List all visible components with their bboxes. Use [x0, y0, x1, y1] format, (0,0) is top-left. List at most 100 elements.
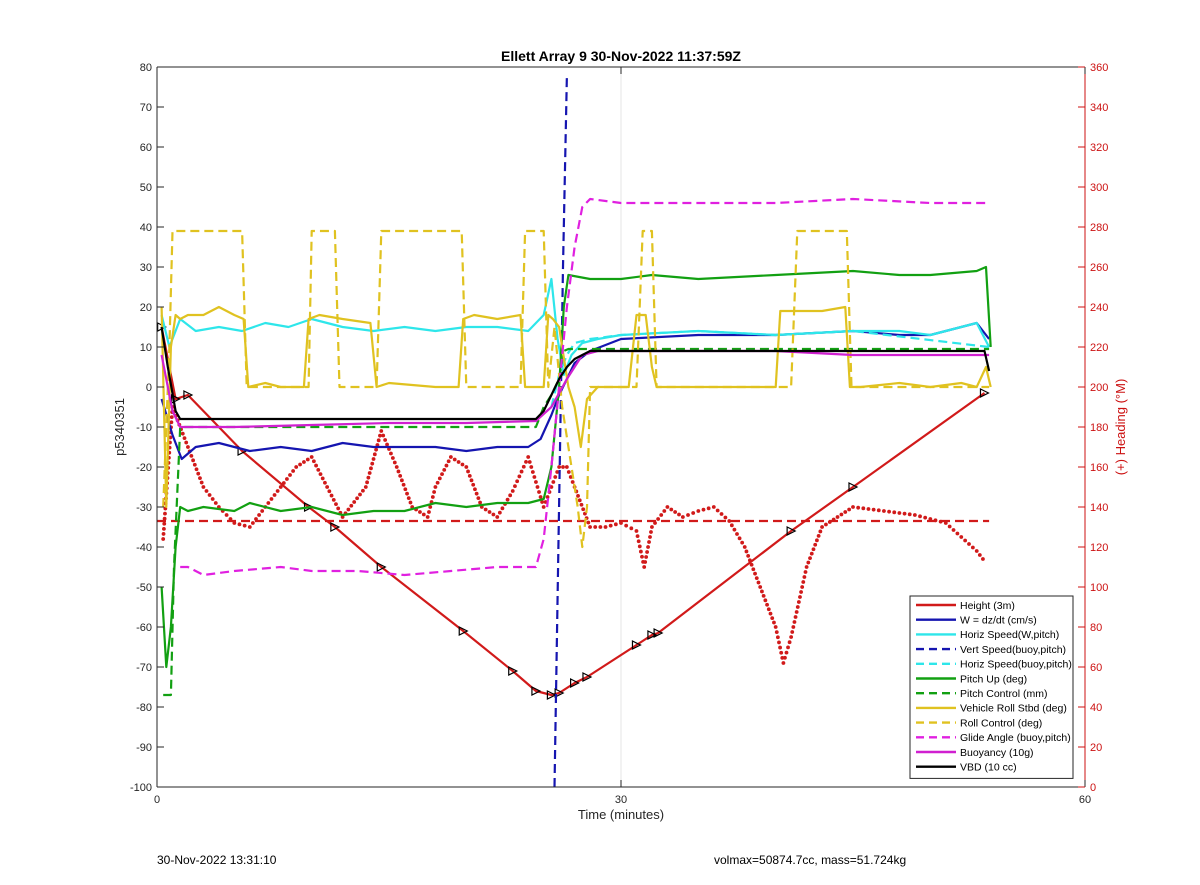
heading-dot [469, 478, 474, 483]
heading-dot [437, 476, 442, 481]
heading-dot [977, 553, 982, 557]
heading-dot [162, 521, 167, 526]
legend-label: Horiz Speed(buoy,pitch) [960, 659, 1072, 671]
height-marker [170, 394, 181, 404]
heading-dot [430, 495, 435, 499]
legend-label: Pitch Up (deg) [960, 673, 1027, 685]
heading-dot [476, 496, 481, 501]
heading-dot [804, 565, 809, 569]
series-line [550, 329, 990, 408]
heading-dot [593, 525, 598, 529]
heading-dot [390, 456, 395, 460]
heading-dot [918, 514, 922, 519]
heading-dot [394, 465, 399, 469]
heading-dot [517, 474, 522, 479]
heading-dot [385, 442, 389, 447]
heading-dot [540, 500, 545, 504]
heading-dot [871, 507, 876, 512]
heading-dot [401, 482, 406, 487]
heading-dot [189, 453, 194, 458]
heading-dot [970, 545, 975, 550]
heading-dot [444, 463, 449, 468]
heading-dot [383, 438, 388, 442]
heading-dot [809, 551, 814, 556]
series-pitch-control-mm [163, 347, 990, 697]
heading-dot [746, 553, 751, 558]
heading-dot [355, 496, 359, 501]
heading-dot [711, 505, 716, 509]
heading-dot [371, 457, 376, 461]
heading-dot [680, 515, 685, 519]
heading-dot [649, 530, 653, 534]
heading-dot [553, 475, 558, 479]
y2-tick-label: 60 [1090, 662, 1102, 674]
heading-dot [361, 488, 365, 493]
legend-label: Horiz Speed(W,pitch) [960, 629, 1059, 641]
heading-dot [561, 465, 565, 469]
heading-dot [389, 451, 393, 456]
heading-dot [207, 493, 212, 497]
heading-dot [774, 630, 779, 635]
heading-dot [266, 501, 271, 505]
series-layer [157, 74, 992, 788]
y2-tick-label: 100 [1090, 582, 1108, 594]
heading-dot [794, 610, 799, 614]
heading-dot [691, 511, 696, 515]
series-vert-speed-buoy-pitch [553, 74, 568, 788]
heading-dot [662, 509, 667, 513]
heading-dot [210, 497, 215, 501]
heading-dot [513, 484, 517, 489]
heading-dot [816, 533, 821, 538]
heading-dot [432, 490, 437, 494]
heading-dot [396, 469, 401, 474]
heading-dot [645, 550, 649, 554]
height-marker [647, 630, 658, 640]
heading-dot [163, 511, 167, 516]
heading-dot [537, 490, 541, 494]
heading-dot [340, 515, 345, 519]
heading-dot [161, 532, 166, 536]
heading-dot [325, 485, 330, 489]
heading-dot [378, 433, 382, 438]
heading-dot [789, 635, 794, 639]
heading-dot [376, 438, 381, 443]
heading-dot [541, 505, 546, 509]
heading-dot [331, 497, 336, 502]
heading-dot [786, 645, 790, 650]
heading-dot [527, 460, 532, 464]
heading-dot [237, 522, 242, 527]
y2-tick-label: 360 [1090, 62, 1108, 74]
heading-dot [405, 491, 409, 496]
heading-dot [732, 527, 737, 532]
heading-dot [686, 513, 690, 517]
y2-tick-label: 180 [1090, 422, 1108, 434]
heading-dot [777, 640, 781, 645]
y-tick-label: 20 [140, 302, 152, 314]
heading-dot [727, 519, 732, 523]
y2-tick-label: 300 [1090, 182, 1108, 194]
heading-dot [162, 526, 166, 531]
series-line [553, 74, 568, 788]
heading-dot [446, 459, 451, 464]
heading-dot [907, 512, 912, 517]
height-marker [546, 690, 557, 700]
heading-dot [398, 473, 403, 478]
series-line [162, 229, 990, 549]
y-tick-label: 70 [140, 102, 152, 114]
legend-label: Pitch Control (mm) [960, 688, 1048, 700]
heading-dot [751, 567, 756, 572]
series-horiz-speed-buoy-pitch [550, 329, 990, 408]
heading-dot [478, 500, 482, 505]
heading-dot [406, 496, 411, 501]
y-tick-label: 50 [140, 182, 152, 194]
legend-label: Vehicle Roll Stbd (deg) [960, 703, 1067, 715]
heading-dot [456, 460, 461, 464]
heading-dot [557, 465, 562, 469]
y-tick-label: -100 [130, 782, 152, 794]
heading-dot [811, 547, 816, 552]
y-tick-label: -40 [136, 542, 152, 554]
heading-dot [346, 507, 351, 512]
heading-dot [947, 524, 952, 529]
series-line [180, 197, 990, 577]
heading-dot [213, 501, 218, 505]
